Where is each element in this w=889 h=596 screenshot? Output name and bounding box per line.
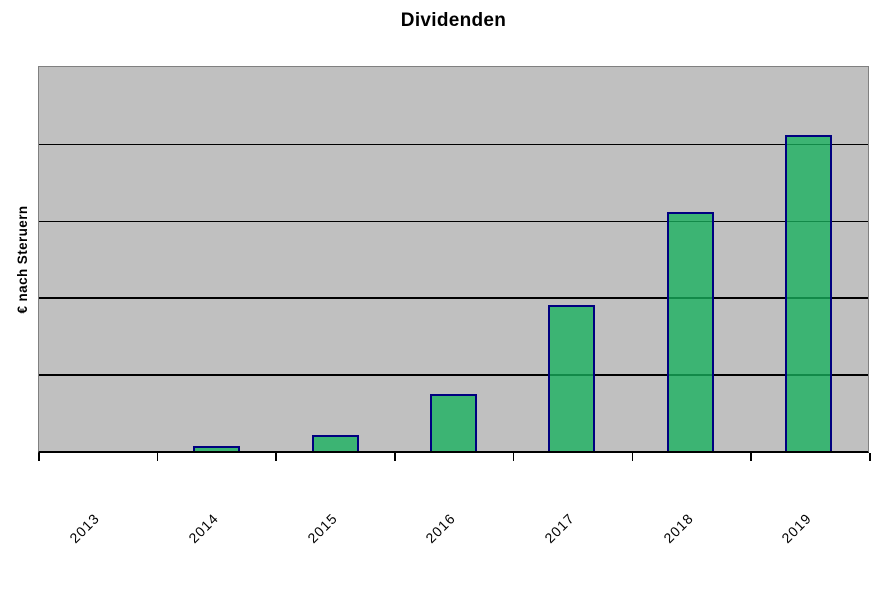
x-axis-label-2016: 2016 xyxy=(422,510,459,547)
plot-area xyxy=(38,66,869,453)
chart-title: Dividenden xyxy=(400,10,507,31)
bar-2014 xyxy=(193,446,241,451)
x-axis-tick xyxy=(750,453,752,461)
x-axis-tick xyxy=(275,453,277,461)
gridline xyxy=(39,143,868,146)
bar-2019 xyxy=(785,135,833,451)
x-axis-tick xyxy=(156,453,159,461)
y-axis-label: € nach Steruern xyxy=(15,205,30,314)
x-axis-label-2018: 2018 xyxy=(660,510,697,547)
x-axis-tick xyxy=(869,453,871,461)
x-axis-label-2017: 2017 xyxy=(541,510,578,547)
gridline xyxy=(39,297,868,299)
x-axis-tick xyxy=(38,453,40,461)
x-axis-label-2013: 2013 xyxy=(66,510,103,547)
x-axis-label-2015: 2015 xyxy=(303,510,341,547)
bar-2018 xyxy=(666,212,714,451)
x-axis-tick xyxy=(394,453,396,461)
x-axis-label-2014: 2014 xyxy=(185,510,222,547)
bar-2016 xyxy=(430,394,477,451)
gridline xyxy=(39,374,868,376)
x-axis-label-2019: 2019 xyxy=(778,510,815,547)
x-axis-tick xyxy=(512,453,515,461)
x-axis-tick xyxy=(631,453,634,461)
bar-2015 xyxy=(311,434,359,451)
gridline xyxy=(39,220,868,223)
bar-2017 xyxy=(548,305,596,451)
